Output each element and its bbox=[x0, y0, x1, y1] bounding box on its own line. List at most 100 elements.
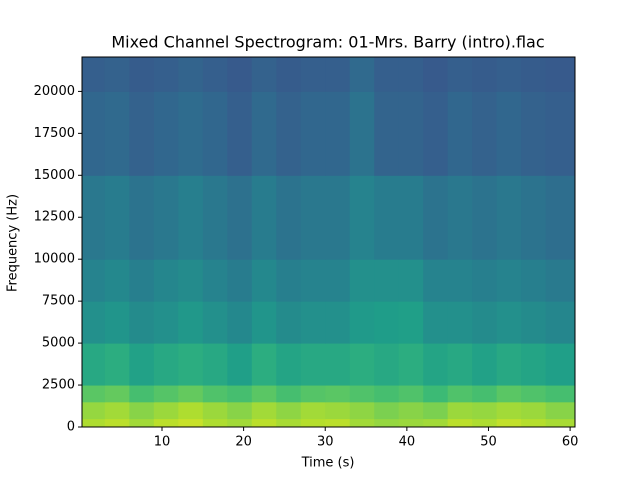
heatmap-cell bbox=[251, 418, 277, 428]
heatmap-cell bbox=[447, 259, 473, 302]
heatmap-cell bbox=[300, 57, 326, 92]
heatmap-cell bbox=[545, 401, 576, 420]
heatmap-cell bbox=[276, 343, 302, 386]
heatmap-cell bbox=[472, 57, 498, 92]
heatmap-cell bbox=[496, 401, 522, 420]
heatmap-cell bbox=[398, 418, 424, 428]
heatmap-cell bbox=[202, 175, 228, 260]
heatmap-cell bbox=[521, 91, 547, 176]
heatmap-cell bbox=[398, 175, 424, 260]
heatmap-cell bbox=[447, 418, 473, 428]
heatmap-cell bbox=[325, 343, 351, 386]
heatmap-cell bbox=[349, 91, 375, 176]
heatmap-cell bbox=[202, 385, 228, 403]
heatmap-cell bbox=[447, 401, 473, 420]
heatmap-cell bbox=[227, 259, 253, 302]
heatmap-cell bbox=[104, 91, 130, 176]
heatmap-cell bbox=[227, 401, 253, 420]
heatmap-cell bbox=[82, 401, 106, 420]
heatmap-cell bbox=[521, 259, 547, 302]
heatmap-cell bbox=[202, 91, 228, 176]
heatmap-cell bbox=[300, 301, 326, 344]
heatmap-cell bbox=[447, 57, 473, 92]
heatmap-cell bbox=[300, 418, 326, 428]
heatmap-cell bbox=[496, 57, 522, 92]
heatmap-cell bbox=[202, 343, 228, 386]
heatmap-cell bbox=[521, 385, 547, 403]
heatmap-cell bbox=[202, 418, 228, 428]
heatmap-cell bbox=[227, 57, 253, 92]
heatmap-cell bbox=[325, 175, 351, 260]
heatmap-cell bbox=[104, 57, 130, 92]
heatmap-cell bbox=[398, 259, 424, 302]
heatmap-cell bbox=[349, 343, 375, 386]
heatmap-cell bbox=[178, 259, 204, 302]
heatmap-cell bbox=[349, 301, 375, 344]
heatmap bbox=[82, 57, 576, 428]
y-tick-label: 5000 bbox=[42, 336, 75, 351]
heatmap-cell bbox=[104, 259, 130, 302]
heatmap-cell bbox=[153, 301, 179, 344]
heatmap-cell bbox=[129, 401, 155, 420]
heatmap-cell bbox=[496, 418, 522, 428]
heatmap-cell bbox=[349, 259, 375, 302]
heatmap-cell bbox=[423, 57, 449, 92]
heatmap-cell bbox=[496, 91, 522, 176]
heatmap-cell bbox=[472, 175, 498, 260]
heatmap-cell bbox=[423, 91, 449, 176]
heatmap-cell bbox=[374, 175, 400, 260]
heatmap-cell bbox=[276, 401, 302, 420]
heatmap-cell bbox=[300, 259, 326, 302]
heatmap-cell bbox=[82, 57, 106, 92]
y-axis-label: Frequency (Hz) bbox=[6, 194, 21, 292]
plot-frame bbox=[81, 56, 576, 428]
heatmap-cell bbox=[129, 385, 155, 403]
heatmap-cell bbox=[374, 91, 400, 176]
x-tick-label: 10 bbox=[154, 435, 171, 450]
y-tick-label: 2500 bbox=[42, 378, 75, 393]
heatmap-cell bbox=[276, 259, 302, 302]
y-tick-label: 20000 bbox=[34, 84, 75, 99]
heatmap-cell bbox=[251, 301, 277, 344]
heatmap-cell bbox=[251, 175, 277, 260]
heatmap-cell bbox=[447, 385, 473, 403]
heatmap-cell bbox=[325, 301, 351, 344]
heatmap-cell bbox=[251, 57, 277, 92]
heatmap-cell bbox=[521, 175, 547, 260]
heatmap-cell bbox=[82, 301, 106, 344]
heatmap-cell bbox=[423, 401, 449, 420]
heatmap-cell bbox=[447, 175, 473, 260]
heatmap-cell bbox=[129, 301, 155, 344]
heatmap-cell bbox=[251, 343, 277, 386]
heatmap-cell bbox=[202, 57, 228, 92]
heatmap-cell bbox=[202, 401, 228, 420]
x-tick-label: 20 bbox=[235, 435, 252, 450]
heatmap-cell bbox=[178, 175, 204, 260]
heatmap-cell bbox=[521, 418, 547, 428]
heatmap-cell bbox=[153, 385, 179, 403]
heatmap-cell bbox=[472, 343, 498, 386]
heatmap-cell bbox=[423, 301, 449, 344]
heatmap-cell bbox=[82, 175, 106, 260]
heatmap-cell bbox=[545, 343, 576, 386]
heatmap-cell bbox=[153, 418, 179, 428]
heatmap-cell bbox=[300, 175, 326, 260]
heatmap-cell bbox=[276, 301, 302, 344]
heatmap-cell bbox=[545, 259, 576, 302]
heatmap-cell bbox=[545, 418, 576, 428]
heatmap-cell bbox=[472, 301, 498, 344]
heatmap-cell bbox=[104, 418, 130, 428]
heatmap-cell bbox=[82, 418, 106, 428]
heatmap-cell bbox=[496, 343, 522, 386]
axes: 10 20 30 40 50 60 0 2500 5000 7500 10000 12500 15000… bbox=[34, 56, 578, 450]
heatmap-cell bbox=[374, 259, 400, 302]
heatmap-cell bbox=[178, 301, 204, 344]
heatmap-cell bbox=[521, 301, 547, 344]
heatmap-cell bbox=[251, 385, 277, 403]
heatmap-cell bbox=[82, 91, 106, 176]
heatmap-cell bbox=[398, 385, 424, 403]
heatmap-cell bbox=[300, 385, 326, 403]
heatmap-cell bbox=[447, 301, 473, 344]
heatmap-cell bbox=[496, 175, 522, 260]
